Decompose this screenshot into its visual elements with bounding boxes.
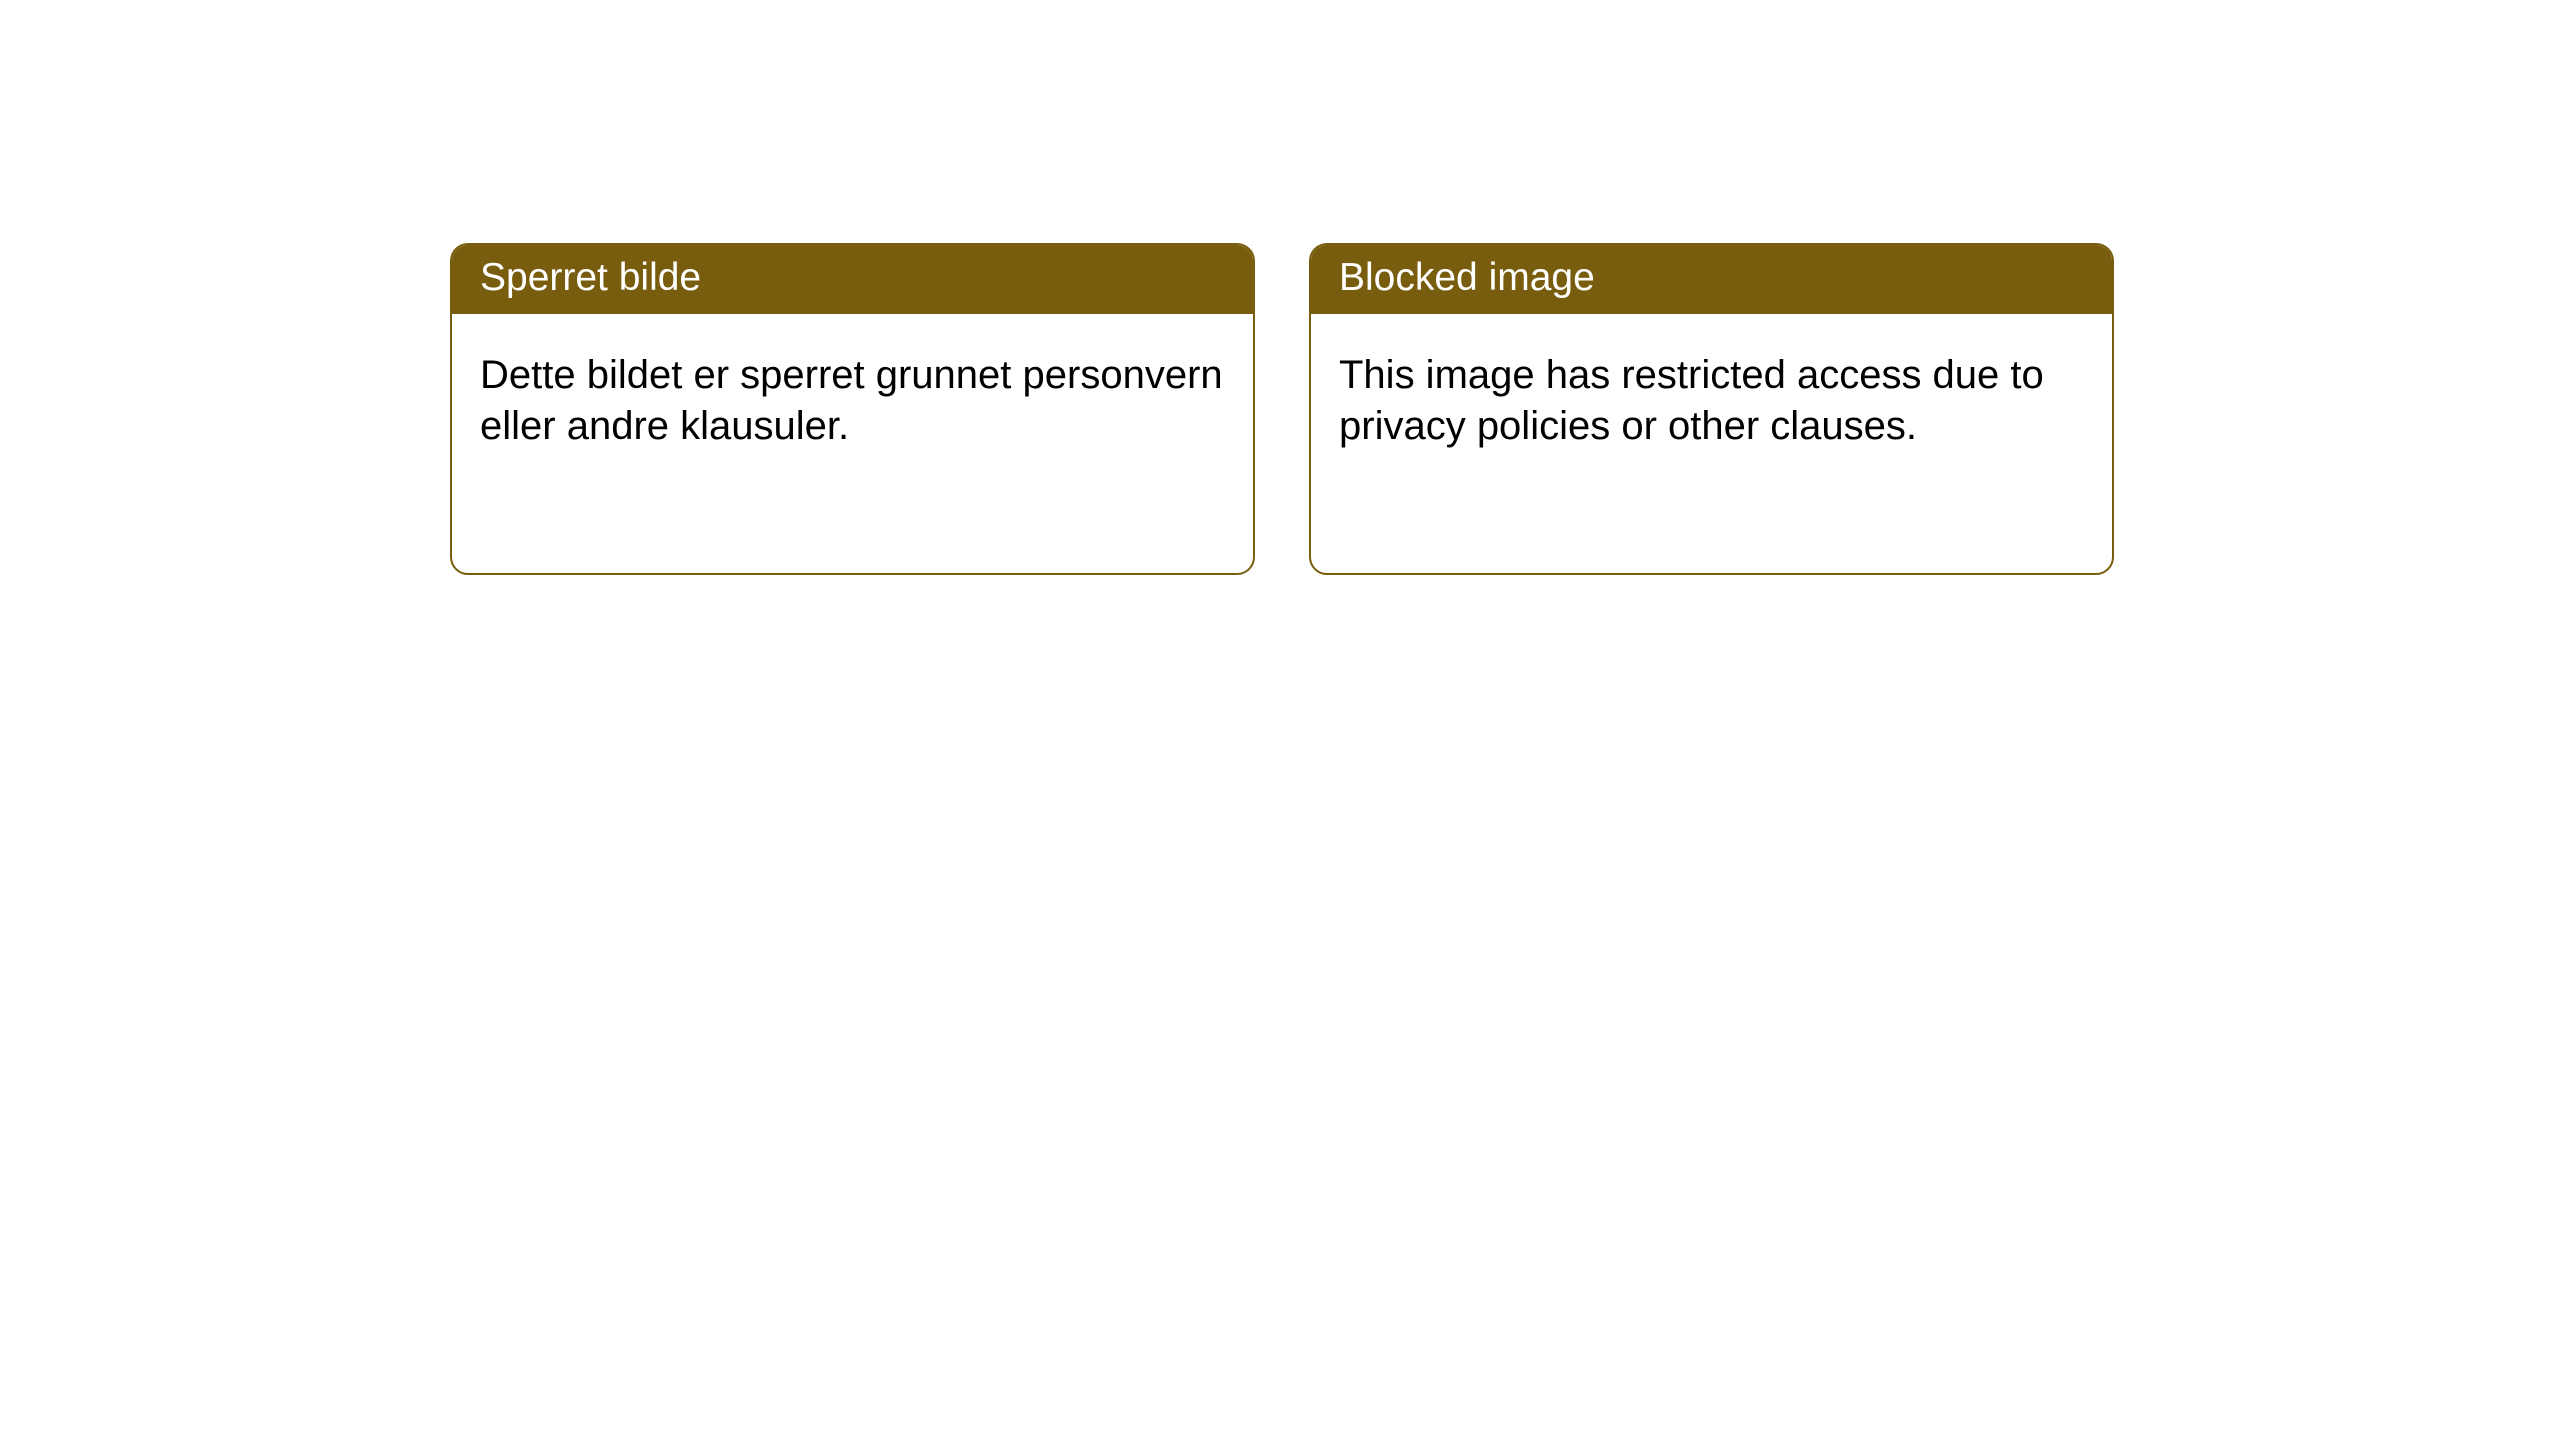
notice-cards-container: Sperret bilde Dette bildet er sperret gr… (450, 243, 2114, 575)
card-message: Dette bildet er sperret grunnet personve… (480, 353, 1223, 448)
card-body: Dette bildet er sperret grunnet personve… (452, 314, 1253, 488)
blocked-image-card-norwegian: Sperret bilde Dette bildet er sperret gr… (450, 243, 1255, 575)
card-title: Blocked image (1339, 256, 1595, 299)
card-title: Sperret bilde (480, 256, 701, 299)
card-message: This image has restricted access due to … (1339, 353, 2044, 448)
card-body: This image has restricted access due to … (1311, 314, 2112, 488)
card-header: Sperret bilde (452, 245, 1253, 314)
card-header: Blocked image (1311, 245, 2112, 314)
blocked-image-card-english: Blocked image This image has restricted … (1309, 243, 2114, 575)
